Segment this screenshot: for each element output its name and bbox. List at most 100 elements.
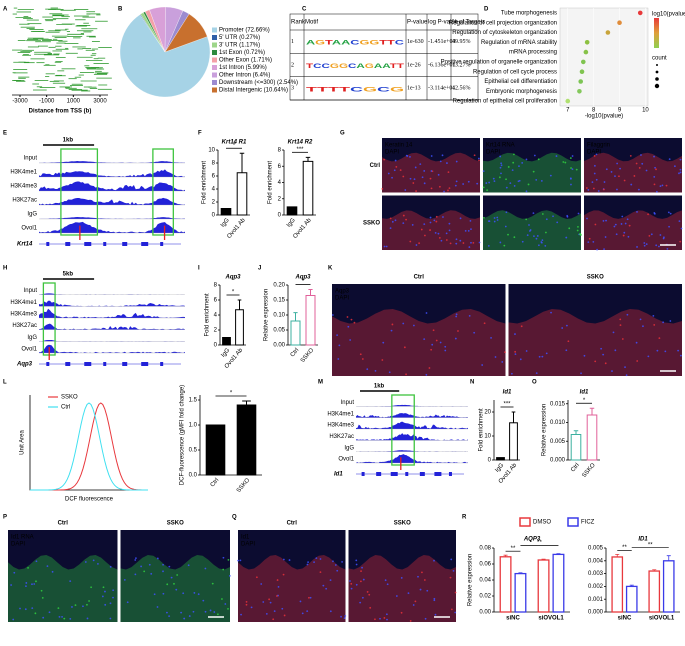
nucleus	[395, 165, 398, 168]
panel-label: I	[198, 266, 200, 272]
nucleus	[659, 234, 662, 236]
nucleus	[583, 354, 586, 357]
nucleus	[567, 340, 570, 343]
micrograph	[483, 138, 581, 193]
track-label: H3K27ac	[12, 198, 37, 204]
nucleus	[500, 162, 503, 165]
nucleus	[492, 177, 495, 180]
nucleus	[394, 219, 397, 222]
nucleus	[629, 154, 632, 157]
y-tick-label: 8	[212, 161, 216, 167]
dot	[577, 89, 582, 94]
nucleus	[424, 617, 427, 620]
histogram-curve	[30, 402, 148, 491]
nucleus	[587, 241, 590, 244]
nucleus	[532, 212, 535, 215]
table-cell: 42.56%	[452, 86, 471, 92]
tissue-stain	[348, 554, 456, 622]
tissue-stain	[238, 554, 346, 622]
table-cell: -1.451e+03	[428, 39, 456, 45]
nucleus	[597, 190, 600, 192]
y-tick-label: 10	[484, 434, 491, 440]
x-tick-label: IgG	[286, 217, 297, 229]
nucleus	[501, 361, 504, 363]
nucleus	[162, 570, 164, 573]
nucleus	[162, 592, 165, 595]
panel-label: G	[340, 131, 345, 137]
nucleus	[459, 239, 462, 242]
y-tick-label: 0.000	[550, 458, 566, 464]
table-cell: -3.114e+01	[428, 86, 455, 92]
track-signal	[39, 344, 185, 353]
nucleus	[618, 175, 620, 178]
chart-title: Aqp3	[225, 275, 242, 281]
stain-label: DAPI	[486, 150, 500, 156]
bar	[499, 556, 512, 613]
bar	[205, 424, 226, 476]
error-bar	[239, 152, 245, 173]
nucleus	[82, 605, 84, 608]
nucleus	[409, 177, 412, 180]
dot	[584, 40, 590, 45]
nucleus	[33, 583, 36, 585]
nucleus	[605, 219, 607, 222]
dot	[637, 10, 643, 16]
scale-label: 1kb	[63, 138, 74, 144]
nucleus	[658, 245, 660, 248]
bar	[302, 160, 314, 216]
nucleus	[450, 608, 453, 611]
y-tick-label: 0.06	[479, 562, 491, 568]
nucleus	[227, 559, 230, 561]
gene-exon	[84, 242, 92, 246]
nucleus	[449, 576, 452, 579]
legend-label: SSKO	[61, 395, 78, 401]
nucleus	[510, 372, 513, 375]
nucleus	[544, 244, 547, 247]
histogram-curve	[30, 402, 149, 491]
dot	[605, 30, 611, 35]
nucleus	[565, 349, 568, 352]
nucleus	[447, 189, 449, 192]
panel-label: R	[462, 515, 467, 521]
tissue-stain	[483, 210, 581, 250]
error-bar	[541, 558, 546, 560]
column-title: Ctrl	[287, 521, 298, 527]
nucleus	[450, 558, 453, 561]
nucleus	[535, 372, 538, 375]
gene-exon	[84, 362, 92, 366]
nucleus	[549, 174, 552, 177]
x-tick-label: Ctrl	[570, 462, 581, 473]
nucleus	[564, 161, 567, 164]
nucleus	[262, 601, 265, 603]
nucleus	[594, 223, 597, 226]
track-signal	[39, 293, 185, 295]
nucleus	[613, 225, 616, 228]
nucleus	[282, 573, 285, 576]
nucleus	[655, 244, 658, 247]
nucleus	[659, 185, 662, 188]
nucleus	[391, 220, 394, 223]
x-tick-label: IgG	[220, 217, 231, 229]
track-signal	[356, 404, 468, 407]
nucleus	[260, 583, 263, 585]
nucleus	[537, 158, 540, 161]
nucleus	[421, 176, 424, 179]
nucleus	[455, 238, 458, 241]
nucleus	[438, 236, 441, 239]
nucleus	[387, 172, 390, 175]
nucleus	[645, 243, 648, 245]
x-tick-label: siOVOL1	[538, 616, 564, 622]
nucleus	[425, 373, 428, 376]
track-signal	[39, 161, 185, 163]
x-tick-label: 8	[592, 108, 596, 114]
nucleus	[658, 337, 661, 340]
nucleus	[368, 593, 371, 596]
nucleus	[577, 225, 579, 228]
significance: *	[302, 279, 305, 285]
nucleus	[74, 604, 77, 607]
track-signal	[39, 217, 185, 219]
nucleus	[24, 608, 27, 611]
gene-exon	[160, 362, 164, 366]
significance: *	[233, 143, 236, 149]
nucleus	[412, 604, 415, 606]
